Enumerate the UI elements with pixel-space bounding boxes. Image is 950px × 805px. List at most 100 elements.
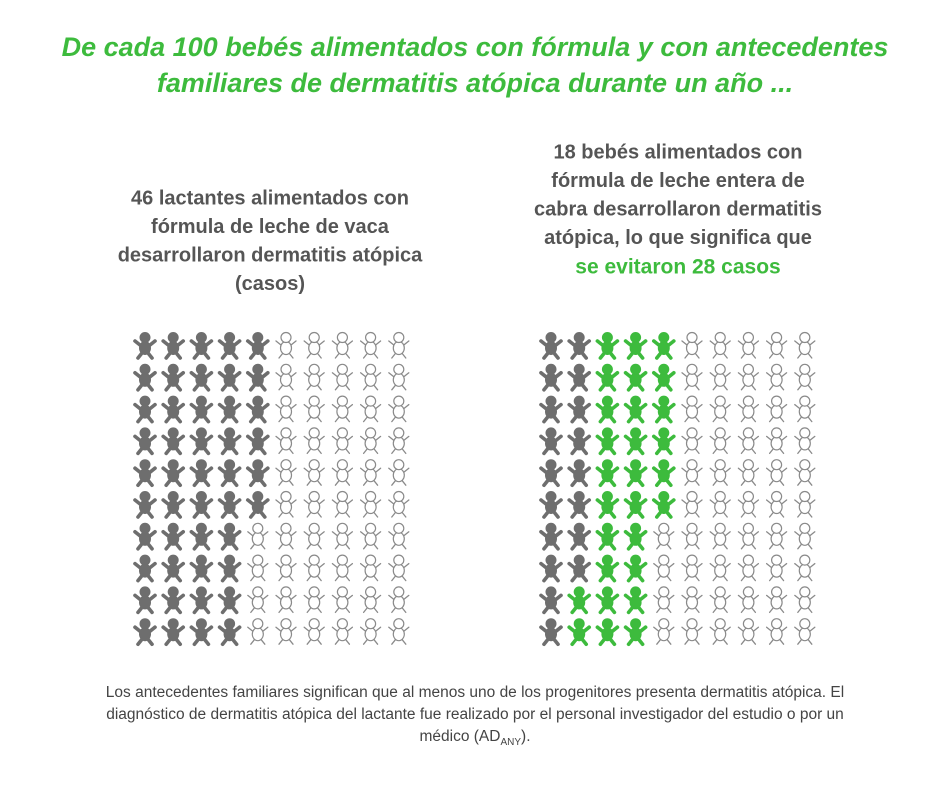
- head: [573, 427, 585, 439]
- limb: [737, 626, 745, 632]
- limb: [610, 402, 620, 411]
- baby-icon: [595, 491, 620, 519]
- limb: [146, 478, 154, 488]
- head: [365, 618, 377, 630]
- limb: [318, 372, 325, 378]
- limb: [192, 637, 201, 647]
- head: [658, 618, 670, 630]
- limb: [331, 467, 339, 473]
- limb: [247, 626, 254, 632]
- limb: [275, 467, 282, 473]
- limb: [318, 626, 325, 632]
- limb: [220, 541, 229, 551]
- limb: [696, 562, 703, 569]
- limb: [148, 434, 157, 443]
- limb: [807, 543, 813, 550]
- limb: [768, 606, 775, 614]
- limb: [204, 593, 214, 602]
- limb: [651, 434, 661, 443]
- limb: [653, 531, 660, 537]
- limb: [230, 541, 239, 551]
- body: [657, 627, 670, 642]
- baby-icon: [651, 363, 676, 392]
- baby-icon: [539, 491, 563, 519]
- limb: [712, 415, 718, 423]
- limb: [403, 626, 410, 632]
- baby-icon: [331, 459, 354, 486]
- limb: [780, 467, 788, 473]
- limb: [176, 593, 185, 602]
- baby-icon: [539, 554, 563, 583]
- limb: [623, 466, 633, 475]
- body: [573, 436, 586, 451]
- limb: [681, 403, 688, 410]
- limb: [259, 414, 267, 424]
- head: [630, 491, 642, 502]
- limb: [636, 414, 645, 424]
- body: [685, 531, 699, 546]
- limb: [626, 573, 635, 583]
- limb: [278, 384, 284, 391]
- limb: [316, 511, 322, 518]
- limb: [595, 561, 605, 570]
- body: [798, 468, 811, 483]
- baby-icon: [388, 586, 410, 614]
- head: [195, 363, 207, 375]
- limb: [610, 593, 620, 602]
- baby-icon: [681, 618, 703, 645]
- limb: [740, 479, 747, 486]
- baby-icon: [709, 331, 731, 359]
- body: [195, 404, 208, 419]
- body: [798, 404, 811, 419]
- head: [308, 427, 320, 439]
- limb: [334, 606, 341, 614]
- limb: [290, 403, 297, 410]
- body: [657, 404, 670, 419]
- limb: [737, 372, 745, 378]
- limb: [388, 626, 395, 632]
- limb: [174, 605, 182, 615]
- body: [629, 468, 642, 483]
- limb: [189, 434, 199, 443]
- limb: [133, 593, 142, 602]
- head: [308, 522, 320, 534]
- limb: [768, 574, 775, 582]
- baby-icon: [217, 459, 242, 488]
- baby-icon: [539, 618, 563, 647]
- body: [336, 563, 349, 578]
- limb: [288, 447, 294, 455]
- body: [364, 372, 377, 387]
- limb: [794, 467, 801, 473]
- limb: [608, 541, 617, 551]
- limb: [542, 541, 550, 551]
- limb: [623, 625, 633, 634]
- baby-icon: [765, 618, 788, 645]
- head: [799, 554, 811, 566]
- limb: [681, 340, 688, 346]
- limb: [724, 403, 731, 410]
- baby-icon: [709, 363, 731, 391]
- body: [742, 404, 755, 419]
- head: [336, 427, 348, 439]
- head: [601, 522, 613, 534]
- limb: [797, 543, 803, 550]
- limb: [388, 467, 395, 473]
- limb: [161, 370, 170, 379]
- limb: [737, 403, 745, 410]
- body: [167, 627, 180, 642]
- body: [798, 627, 811, 642]
- limb: [161, 593, 170, 602]
- body: [657, 531, 670, 546]
- limb: [681, 467, 688, 473]
- head: [545, 332, 557, 343]
- head: [224, 522, 236, 534]
- body: [279, 531, 293, 546]
- body: [223, 563, 236, 578]
- limb: [567, 370, 577, 379]
- body: [770, 468, 783, 483]
- body: [139, 563, 151, 578]
- body: [714, 340, 727, 356]
- limb: [192, 541, 201, 551]
- head: [167, 459, 179, 471]
- baby-icon: [794, 395, 816, 423]
